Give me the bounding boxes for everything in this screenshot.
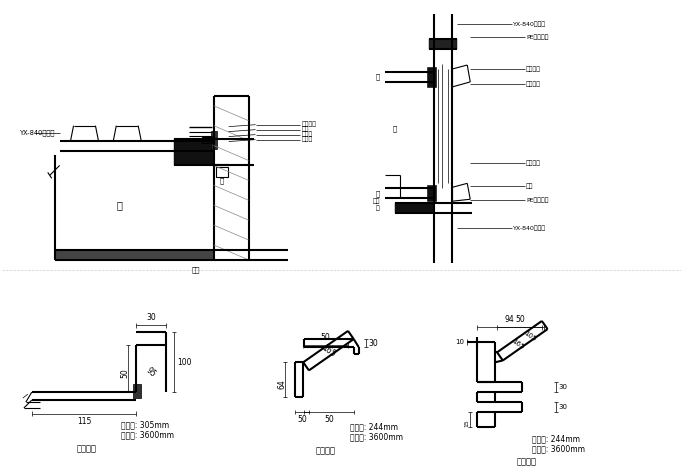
Text: YX-840型钢板: YX-840型钢板 xyxy=(513,21,546,27)
Text: YX-840型钢板: YX-840型钢板 xyxy=(513,225,546,231)
Text: 截面宽: 244mm: 截面宽: 244mm xyxy=(350,422,398,431)
Bar xyxy=(426,185,436,201)
Text: PE发泡衬垫: PE发泡衬垫 xyxy=(526,198,548,203)
Text: 镙钉: 镙钉 xyxy=(372,198,380,204)
Text: 64: 64 xyxy=(278,380,287,389)
Bar xyxy=(133,384,141,398)
Text: 50: 50 xyxy=(324,415,334,424)
Bar xyxy=(395,203,434,213)
Text: 30: 30 xyxy=(146,313,156,322)
Text: 密封垫: 密封垫 xyxy=(301,132,313,138)
Text: 自攻螺丝: 自攻螺丝 xyxy=(301,122,316,128)
Text: 墙: 墙 xyxy=(116,200,122,210)
Text: PE发泡衬垫: PE发泡衬垫 xyxy=(526,34,548,40)
Text: 零: 零 xyxy=(393,125,397,132)
Text: 窗下收边: 窗下收边 xyxy=(517,457,537,466)
Text: 最大跨: 3600mm: 最大跨: 3600mm xyxy=(122,430,174,439)
Bar xyxy=(201,137,212,142)
Text: 15: 15 xyxy=(464,419,470,427)
Text: 30: 30 xyxy=(369,338,378,347)
Text: 50: 50 xyxy=(121,369,130,378)
Bar xyxy=(55,250,214,260)
Text: 膜: 膜 xyxy=(376,205,380,211)
Text: 止水胶: 止水胶 xyxy=(301,137,313,142)
Text: 165: 165 xyxy=(510,337,525,350)
Text: 截面宽: 244mm: 截面宽: 244mm xyxy=(532,434,580,443)
Text: 30: 30 xyxy=(559,404,568,410)
Text: 115: 115 xyxy=(76,417,92,426)
Text: 檩条: 檩条 xyxy=(301,127,309,132)
Text: 零: 零 xyxy=(219,177,224,184)
Bar xyxy=(216,168,227,178)
Text: 50: 50 xyxy=(297,415,307,424)
Text: 搭上钢板: 搭上钢板 xyxy=(526,81,541,87)
Text: 最大跨: 3600mm: 最大跨: 3600mm xyxy=(350,432,403,441)
Text: 自攻螺丝: 自攻螺丝 xyxy=(526,66,541,72)
Text: 100: 100 xyxy=(177,358,191,367)
Text: 94: 94 xyxy=(505,315,514,324)
Text: 165: 165 xyxy=(320,343,337,358)
Text: 窗侧收边: 窗侧收边 xyxy=(76,444,96,453)
Text: 最大跨: 3600mm: 最大跨: 3600mm xyxy=(532,444,585,453)
Bar xyxy=(174,139,214,166)
Text: 橡: 橡 xyxy=(376,74,380,80)
Bar xyxy=(211,130,217,149)
Text: 95: 95 xyxy=(145,366,158,379)
Text: 檩条: 檩条 xyxy=(526,184,533,189)
Bar xyxy=(430,39,458,49)
Text: 30: 30 xyxy=(559,384,568,390)
Text: 门下钢板: 门下钢板 xyxy=(526,160,541,166)
Text: 檩条: 檩条 xyxy=(192,267,200,273)
Bar xyxy=(426,67,436,87)
Text: 窗上收边: 窗上收边 xyxy=(315,446,335,455)
Text: 膜: 膜 xyxy=(376,190,380,197)
Text: 截面宽: 305mm: 截面宽: 305mm xyxy=(122,420,169,429)
Text: 105: 105 xyxy=(523,329,538,342)
Text: 50: 50 xyxy=(516,315,525,324)
Text: YX-840型钢板: YX-840型钢板 xyxy=(20,129,55,136)
Text: 50: 50 xyxy=(321,333,331,342)
Text: 10: 10 xyxy=(456,339,464,346)
